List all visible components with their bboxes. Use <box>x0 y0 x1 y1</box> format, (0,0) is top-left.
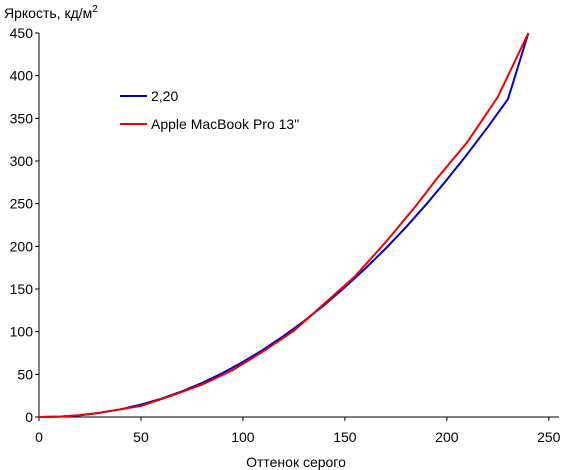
y-tick-label: 400 <box>10 68 34 84</box>
y-tick-label: 50 <box>17 366 33 382</box>
legend-label-1: 2,20 <box>151 88 178 104</box>
series-line-1 <box>38 32 530 418</box>
y-tick-label: 100 <box>10 324 34 340</box>
y-tick-label: 250 <box>10 196 34 212</box>
series-line-2 <box>38 32 530 418</box>
legend: 2,20 Apple MacBook Pro 13" <box>120 88 299 132</box>
x-tick-label: 250 <box>537 429 561 445</box>
x-axis-title: Оттенок серого <box>246 454 346 470</box>
y-axis-title-main: Яркость, кд/м <box>4 5 92 21</box>
x-tick-label: 50 <box>133 429 149 445</box>
axes <box>35 32 559 421</box>
y-tick-label: 450 <box>10 25 34 41</box>
y-tick-label: 0 <box>25 409 33 425</box>
x-tick-label: 100 <box>231 429 255 445</box>
legend-label-2: Apple MacBook Pro 13" <box>151 116 299 132</box>
y-tick-label: 200 <box>10 238 34 254</box>
y-tick-label: 350 <box>10 110 34 126</box>
x-tick-label: 150 <box>333 429 357 445</box>
tick-labels: 0 50 100 150 200 250 300 350 400 450 0 50 100 150 200 2… <box>10 25 561 445</box>
y-axis-title: Яркость, кд/м2 <box>4 4 98 21</box>
series-lines <box>38 32 530 418</box>
y-axis-title-superscript: 2 <box>92 4 98 15</box>
y-tick-label: 300 <box>10 153 34 169</box>
x-tick-label: 0 <box>35 429 43 445</box>
x-tick-label: 200 <box>435 429 459 445</box>
y-tick-label: 150 <box>10 281 34 297</box>
